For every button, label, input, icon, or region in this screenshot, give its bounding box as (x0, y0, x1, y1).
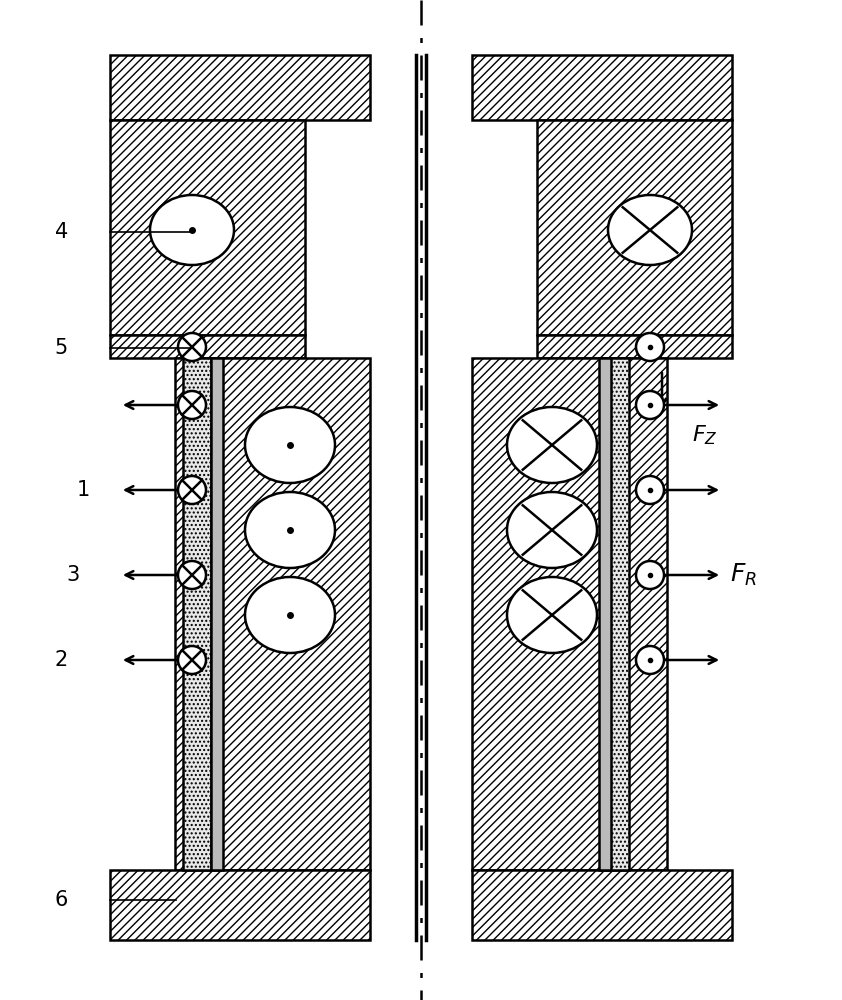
Ellipse shape (507, 492, 597, 568)
Circle shape (636, 333, 664, 361)
Circle shape (636, 476, 664, 504)
Bar (537, 120, 732, 335)
Circle shape (636, 561, 664, 589)
Bar (416, 55, 426, 940)
Bar (110, 120, 305, 335)
Text: 6: 6 (55, 890, 68, 910)
Ellipse shape (245, 492, 335, 568)
Bar (110, 335, 305, 358)
Bar (599, 358, 611, 870)
Circle shape (178, 333, 206, 361)
Circle shape (178, 476, 206, 504)
Ellipse shape (150, 195, 234, 265)
Bar (110, 55, 370, 120)
Circle shape (178, 561, 206, 589)
Ellipse shape (245, 407, 335, 483)
Text: $\mathit{F}_R$: $\mathit{F}_R$ (730, 562, 757, 588)
Ellipse shape (608, 195, 692, 265)
Circle shape (636, 391, 664, 419)
Ellipse shape (245, 577, 335, 653)
Bar (175, 358, 370, 870)
Bar (601, 358, 629, 870)
Bar (472, 55, 732, 120)
Circle shape (636, 646, 664, 674)
Bar (537, 335, 732, 358)
Text: 5: 5 (55, 338, 68, 358)
Circle shape (178, 646, 206, 674)
Ellipse shape (507, 407, 597, 483)
Ellipse shape (507, 577, 597, 653)
Text: 4: 4 (55, 222, 68, 242)
Circle shape (178, 391, 206, 419)
Bar (110, 870, 370, 940)
Bar (472, 870, 732, 940)
Bar (183, 358, 211, 870)
Bar (211, 358, 223, 870)
Text: 3: 3 (67, 565, 80, 585)
Text: $\mathit{F}_Z$: $\mathit{F}_Z$ (692, 423, 717, 447)
Text: 1: 1 (77, 480, 90, 500)
Text: 2: 2 (55, 650, 68, 670)
Bar (472, 358, 667, 870)
